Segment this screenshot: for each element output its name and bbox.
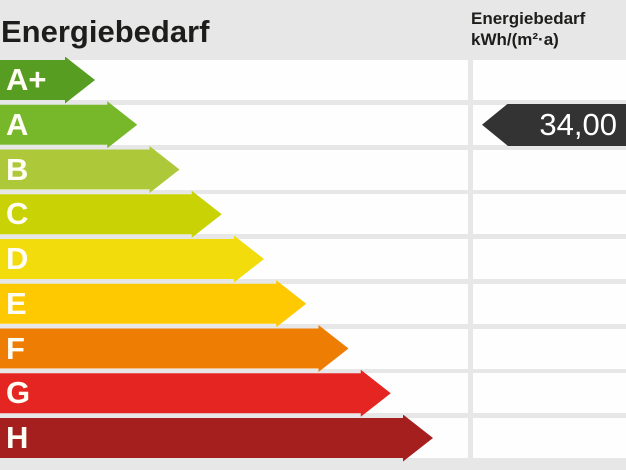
- scale-arrow-g: G: [0, 370, 391, 417]
- scale-arrow-label-c: C: [6, 196, 29, 232]
- scale-arrow-h: H: [0, 415, 433, 462]
- scale-arrow-a: A: [0, 101, 137, 148]
- scale-arrow-f: F: [0, 325, 349, 372]
- page-title: Energiebedarf: [1, 14, 210, 49]
- unit-header-line1: Energiebedarf: [471, 9, 586, 28]
- scale-arrow-label-a: A: [6, 106, 29, 142]
- scale-arrow-b: B: [0, 146, 180, 193]
- scale-arrow-d: D: [0, 236, 264, 283]
- scale-arrow-e: E: [0, 280, 306, 327]
- scale-arrow-label-a-plus: A+: [6, 61, 47, 97]
- value-label: 34,00: [539, 106, 617, 142]
- scale-row-bg-a-plus: [0, 60, 626, 100]
- unit-header-line2: kWh/(m²·a): [471, 30, 559, 49]
- scale-arrow-label-b: B: [6, 151, 29, 187]
- unit-header: Energiebedarf kWh/(m²·a): [471, 8, 585, 50]
- column-divider: [468, 60, 473, 458]
- value-marker: 34,00: [482, 103, 626, 146]
- scale-arrow-label-e: E: [6, 285, 27, 321]
- scale-arrow-label-f: F: [6, 330, 25, 366]
- scale-arrow-c: C: [0, 191, 222, 238]
- scale-arrow-label-d: D: [6, 240, 29, 276]
- scale-arrow-label-g: G: [6, 375, 31, 411]
- scale-arrow-label-h: H: [6, 419, 29, 455]
